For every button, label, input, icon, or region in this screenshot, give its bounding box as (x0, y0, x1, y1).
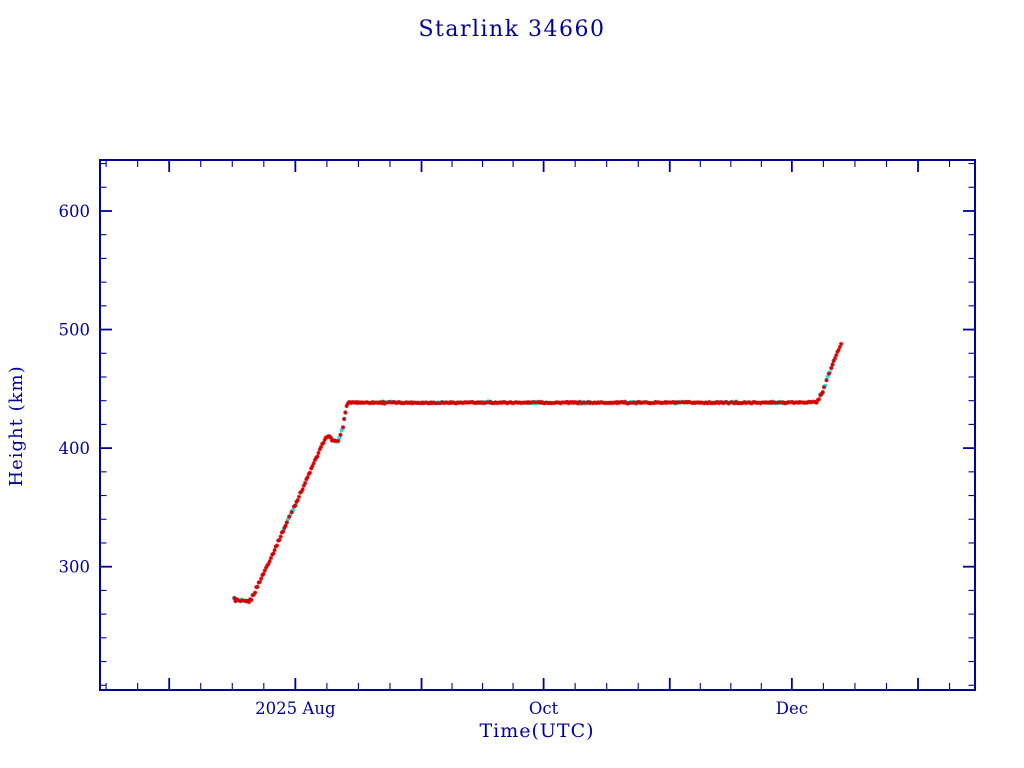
svg-text:300: 300 (59, 558, 91, 577)
x-axis-label: Time(UTC) (479, 720, 595, 742)
chart-title: Starlink 34660 (418, 17, 606, 42)
svg-text:Oct: Oct (529, 699, 559, 718)
svg-text:500: 500 (59, 321, 91, 340)
svg-text:600: 600 (59, 202, 91, 221)
svg-text:Dec: Dec (776, 699, 808, 718)
svg-text:2025 Aug: 2025 Aug (255, 699, 336, 718)
svg-text:400: 400 (59, 439, 91, 458)
